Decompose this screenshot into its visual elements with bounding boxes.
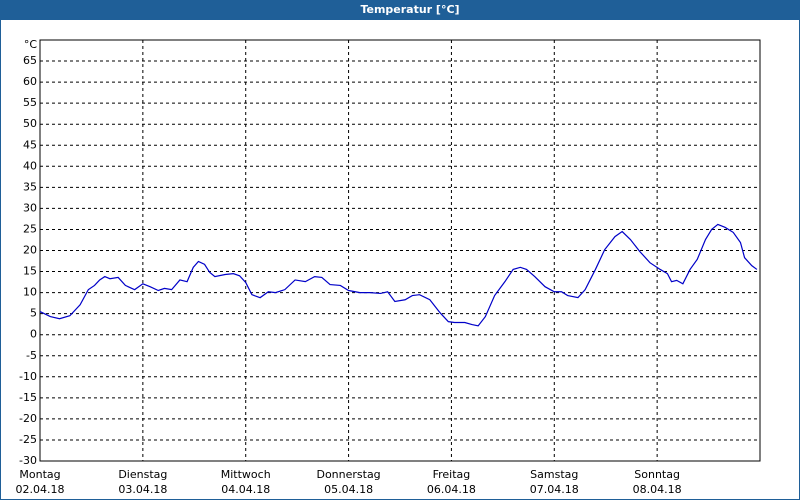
x-tick-label: Freitag <box>433 468 471 481</box>
temperature-line <box>39 223 758 327</box>
y-tick-label: 35 <box>23 180 37 193</box>
x-tick-label: Samstag <box>530 468 578 481</box>
y-tick-label: 10 <box>23 286 37 299</box>
y-unit: °C <box>24 38 38 51</box>
y-tick-label: 50 <box>23 117 37 130</box>
x-tick-date: 07.04.18 <box>530 483 579 496</box>
x-tick-date: 06.04.18 <box>427 483 476 496</box>
x-tick-date: 03.04.18 <box>118 483 167 496</box>
y-tick-label: -30 <box>19 454 37 467</box>
x-tick-date: 05.04.18 <box>324 483 373 496</box>
chart-title: Temperatur [°C] <box>360 3 459 16</box>
y-tick-label: 15 <box>23 265 37 278</box>
y-tick-label: 60 <box>23 75 37 88</box>
y-tick-label: -15 <box>19 391 37 404</box>
y-tick-label: -20 <box>19 412 37 425</box>
x-tick-date: 08.04.18 <box>633 483 682 496</box>
x-tick-label: Mittwoch <box>221 468 271 481</box>
x-tick-date: 04.04.18 <box>221 483 270 496</box>
y-tick-label: 65 <box>23 54 37 67</box>
y-tick-label: 5 <box>30 307 37 320</box>
y-tick-label: 25 <box>23 222 37 235</box>
y-tick-label: 30 <box>23 201 37 214</box>
y-tick-label: -5 <box>26 349 37 362</box>
x-tick-label: Sonntag <box>634 468 680 481</box>
y-tick-label: 45 <box>23 138 37 151</box>
y-tick-label: 20 <box>23 244 37 257</box>
y-tick-label: -10 <box>19 370 37 383</box>
y-tick-label: -25 <box>19 433 37 446</box>
x-tick-label: Dienstag <box>118 468 167 481</box>
y-tick-label: 40 <box>23 159 37 172</box>
x-tick-label: Donnerstag <box>316 468 380 481</box>
x-tick-date: 02.04.18 <box>16 483 65 496</box>
y-tick-label: 0 <box>30 328 37 341</box>
header-bar <box>0 0 800 20</box>
x-tick-label: Montag <box>19 468 60 481</box>
y-tick-label: 55 <box>23 96 37 109</box>
